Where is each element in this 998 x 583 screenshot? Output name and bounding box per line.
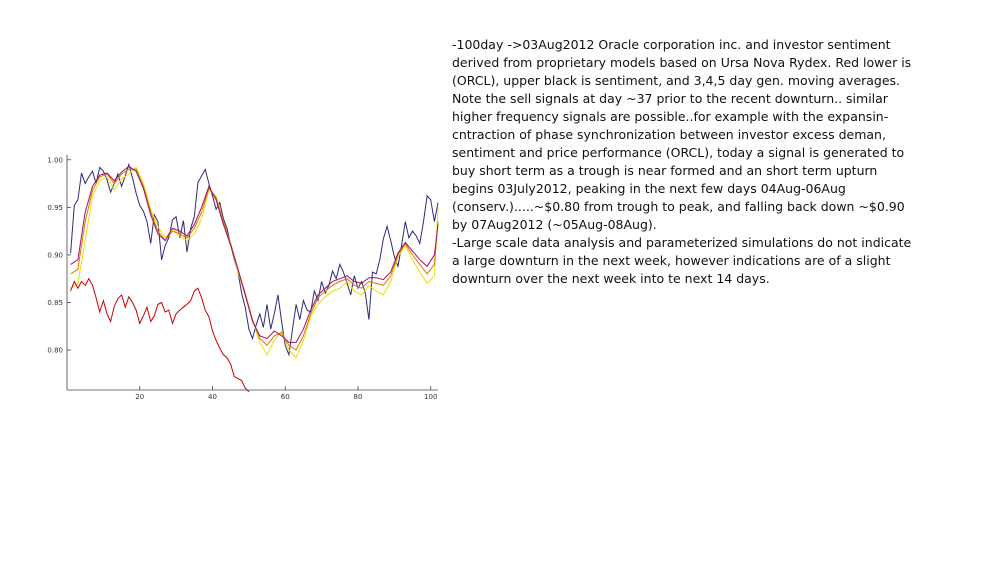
x-tick-label: 100: [424, 393, 437, 401]
annotation-paragraph-2: -Large scale data analysis and parameter…: [452, 235, 912, 286]
x-ticks: 20 40 60 80 100: [135, 386, 437, 401]
series-line-2: [70, 166, 439, 359]
y-tick-label: 0.90: [47, 251, 63, 259]
y-tick-label: 0.85: [47, 299, 63, 307]
series-line-4: [70, 165, 439, 343]
annotation-text: -100day ->03Aug2012 Oracle corporation i…: [452, 36, 922, 288]
series-line-1: [70, 162, 439, 357]
x-tick-label: 60: [281, 393, 290, 401]
y-tick-label: 0.95: [47, 204, 63, 212]
x-tick-label: 80: [354, 393, 363, 401]
y-tick-label: 1.00: [47, 156, 63, 164]
x-tick-label: 20: [135, 393, 144, 401]
series-line-3: [70, 168, 439, 351]
y-tick-label: 0.80: [47, 347, 63, 355]
y-ticks: 0.80 0.85 0.90 0.95 1.00: [47, 156, 71, 355]
annotation-paragraph-1: -100day ->03Aug2012 Oracle corporation i…: [452, 37, 912, 232]
plot-lines: [70, 162, 439, 393]
series-line-5: [70, 277, 250, 393]
x-tick-label: 40: [208, 393, 217, 401]
